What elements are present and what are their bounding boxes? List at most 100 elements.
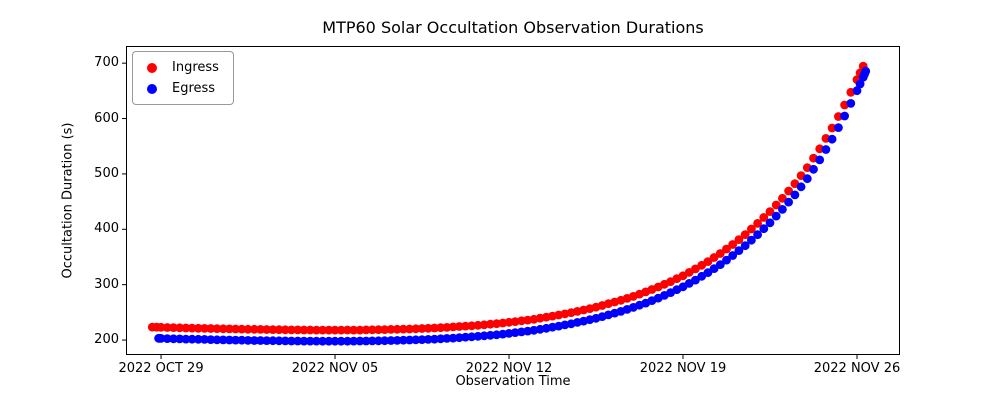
scatter-point-ingress xyxy=(386,325,396,334)
scatter-point-egress xyxy=(747,235,756,245)
scatter-point-egress xyxy=(200,335,209,344)
scatter-point-ingress xyxy=(243,324,253,334)
x-tick-label: 2022 NOV 12 xyxy=(465,361,553,376)
scatter-point-ingress xyxy=(417,324,427,333)
scatter-point-ingress xyxy=(187,323,197,333)
scatter-point-ingress xyxy=(156,322,166,332)
scatter-point-egress xyxy=(169,334,178,344)
scatter-point-egress xyxy=(268,336,278,346)
scatter-point-egress xyxy=(691,275,700,285)
scatter-point-ingress xyxy=(380,325,390,334)
scatter-point-ingress xyxy=(175,323,185,333)
scatter-point-egress xyxy=(784,197,793,207)
scatter-point-ingress xyxy=(430,323,439,333)
scatter-point-ingress xyxy=(722,244,731,254)
scatter-point-egress xyxy=(237,335,247,345)
scatter-point-egress xyxy=(855,79,865,89)
x-tick-label: 2022 NOV 05 xyxy=(291,361,379,376)
scatter-point-ingress xyxy=(249,324,259,334)
scatter-point-ingress xyxy=(299,325,309,335)
scatter-point-egress xyxy=(305,336,315,346)
y-tick-label: 200 xyxy=(94,332,119,348)
scatter-point-egress xyxy=(324,336,334,346)
scatter-point-ingress xyxy=(759,213,769,222)
scatter-point-egress xyxy=(861,66,871,76)
scatter-point-egress xyxy=(162,334,172,343)
scatter-point-egress xyxy=(467,332,477,342)
scatter-point-ingress xyxy=(206,324,216,333)
scatter-point-ingress xyxy=(256,325,265,334)
scatter-point-ingress xyxy=(355,325,365,335)
scatter-point-egress xyxy=(722,255,731,265)
scatter-point-ingress xyxy=(262,325,272,334)
scatter-point-ingress xyxy=(231,324,241,334)
scatter-point-egress xyxy=(765,218,775,228)
chart-title: MTP60 Solar Occultation Observation Dura… xyxy=(322,18,704,37)
scatter-point-egress xyxy=(256,336,265,345)
scatter-point-egress xyxy=(380,336,390,346)
scatter-point-ingress xyxy=(784,186,793,196)
scatter-point-ingress xyxy=(747,224,756,234)
scatter-point-egress xyxy=(355,336,365,346)
scatter-point-egress xyxy=(815,155,825,165)
scatter-point-egress xyxy=(187,334,197,344)
scatter-point-egress xyxy=(181,334,191,344)
scatter-point-egress xyxy=(231,335,241,345)
scatter-point-egress xyxy=(827,134,837,144)
scatter-point-ingress xyxy=(218,324,228,334)
scatter-point-egress xyxy=(405,335,414,345)
scatter-point-egress xyxy=(852,86,862,96)
scatter-point-egress xyxy=(293,336,303,346)
scatter-point-ingress xyxy=(330,325,340,335)
scatter-point-egress xyxy=(218,335,228,345)
scatter-point-egress xyxy=(262,336,272,345)
scatter-point-egress xyxy=(759,224,769,234)
scatter-point-ingress xyxy=(715,249,725,258)
scatter-point-ingress xyxy=(367,325,377,335)
scatter-point-egress xyxy=(796,182,806,192)
scatter-point-ingress xyxy=(703,257,713,266)
scatter-point-egress xyxy=(715,260,725,269)
scatter-point-egress xyxy=(374,336,383,346)
scatter-point-ingress xyxy=(436,323,446,333)
scatter-point-egress xyxy=(330,336,340,346)
y-tick-label: 300 xyxy=(94,276,119,292)
y-tick-label: 700 xyxy=(94,55,119,71)
scatter-point-ingress xyxy=(274,325,284,335)
scatter-point-ingress xyxy=(343,325,352,335)
scatter-point-egress xyxy=(771,211,781,221)
scatter-point-egress xyxy=(442,334,452,343)
scatter-point-egress xyxy=(287,336,296,346)
scatter-point-egress xyxy=(243,336,253,345)
scatter-point-ingress xyxy=(765,207,775,217)
legend-entry-egress: Egress xyxy=(133,78,233,99)
scatter-point-egress xyxy=(212,335,222,345)
scatter-point-egress xyxy=(834,123,843,132)
scatter-point-egress xyxy=(336,336,346,346)
x-tick-label: 2022 NOV 26 xyxy=(813,361,901,376)
scatter-point-egress xyxy=(367,336,377,346)
egress-marker-icon xyxy=(147,83,157,94)
scatter-point-ingress xyxy=(361,325,371,335)
scatter-point-ingress xyxy=(392,324,402,334)
scatter-point-egress xyxy=(249,336,259,345)
scatter-point-ingress xyxy=(181,323,191,333)
y-tick-label: 500 xyxy=(94,165,119,181)
scatter-point-ingress xyxy=(169,323,178,332)
scatter-point-egress xyxy=(225,335,234,345)
scatter-point-ingress xyxy=(318,325,327,335)
scatter-point-egress xyxy=(740,241,750,251)
scatter-point-ingress xyxy=(336,325,346,335)
scatter-point-egress xyxy=(392,336,402,345)
scatter-point-ingress xyxy=(740,230,750,240)
scatter-point-ingress xyxy=(411,324,421,334)
scatter-point-egress xyxy=(318,336,327,346)
scatter-point-ingress xyxy=(349,325,359,335)
legend-label-egress: Egress xyxy=(172,80,216,96)
x-tick-label: 2022 NOV 19 xyxy=(639,361,727,376)
scatter-point-ingress xyxy=(423,323,433,333)
scatter-point-egress xyxy=(274,336,284,346)
scatter-point-egress xyxy=(299,336,309,346)
